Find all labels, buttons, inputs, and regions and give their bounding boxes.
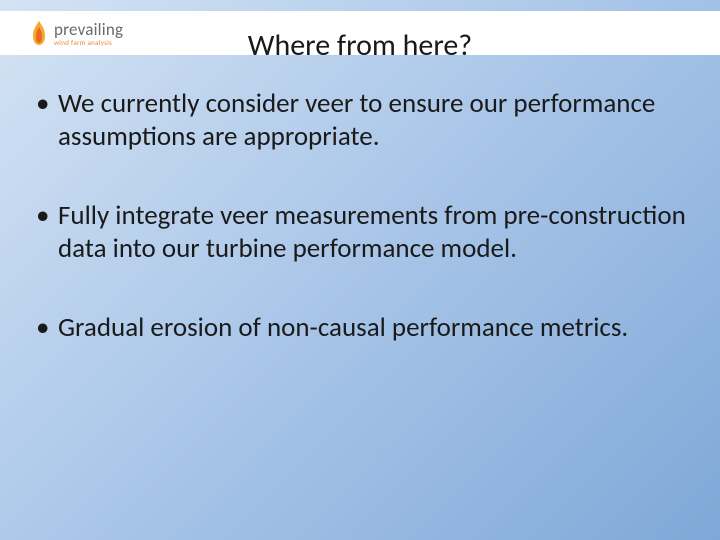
bullet-text: Fully integrate veer measurements from p… [58,200,700,266]
bullet-item: • Fully integrate veer measurements from… [32,200,700,266]
bullet-marker: • [32,312,58,345]
bullet-item: • Gradual erosion of non-causal performa… [32,312,700,345]
slide-title: Where from here? [0,27,720,64]
slide-content: • We currently consider veer to ensure o… [32,88,700,391]
bullet-text: We currently consider veer to ensure our… [58,88,700,154]
bullet-text: Gradual erosion of non-causal performanc… [58,312,700,345]
bullet-marker: • [32,200,58,266]
bullet-item: • We currently consider veer to ensure o… [32,88,700,154]
header-bar: prevailing wind farm analysis Where from… [0,11,720,55]
bullet-marker: • [32,88,58,154]
